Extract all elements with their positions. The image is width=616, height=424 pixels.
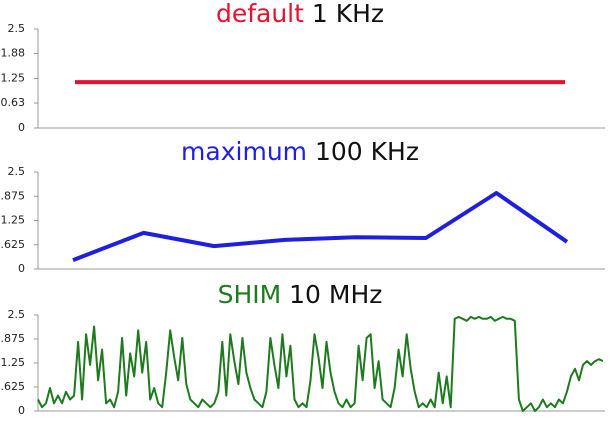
y-tick-label: 1.875	[0, 189, 25, 202]
y-tick-label: 1.25	[1, 356, 26, 369]
y-tick-label: 0.625	[0, 238, 25, 251]
y-tick-label: 0	[18, 121, 25, 134]
title-series-name: default	[216, 0, 304, 28]
series-line	[37, 315, 604, 412]
y-tick-label: 1.875	[0, 332, 25, 345]
title-series-name: SHIM	[218, 280, 282, 309]
y-tick-label: 2.5	[8, 308, 26, 321]
y-tick-label: 1.25	[1, 72, 26, 85]
chart-title: default 1 KHz	[216, 0, 384, 28]
title-text: 100 KHz	[315, 137, 419, 166]
y-tick-label: 1.88	[1, 47, 26, 60]
y-tick-label: 2.5	[8, 165, 26, 178]
chart-title: maximum 100 KHz	[181, 137, 419, 166]
chart-title: SHIM 10 MHz	[218, 280, 383, 309]
title-text: 1 KHz	[312, 0, 384, 28]
series-line	[72, 191, 569, 262]
y-tick-label: 0.625	[0, 380, 25, 393]
y-tick-label: 0.63	[1, 96, 26, 109]
y-tick-label: 0	[18, 262, 25, 275]
title-series-name: maximum	[181, 137, 307, 166]
y-tick-label: 2.5	[8, 22, 26, 35]
y-tick-label: 0	[18, 404, 25, 417]
title-text: 10 MHz	[289, 280, 382, 309]
y-tick-label: 1.25	[1, 214, 26, 227]
